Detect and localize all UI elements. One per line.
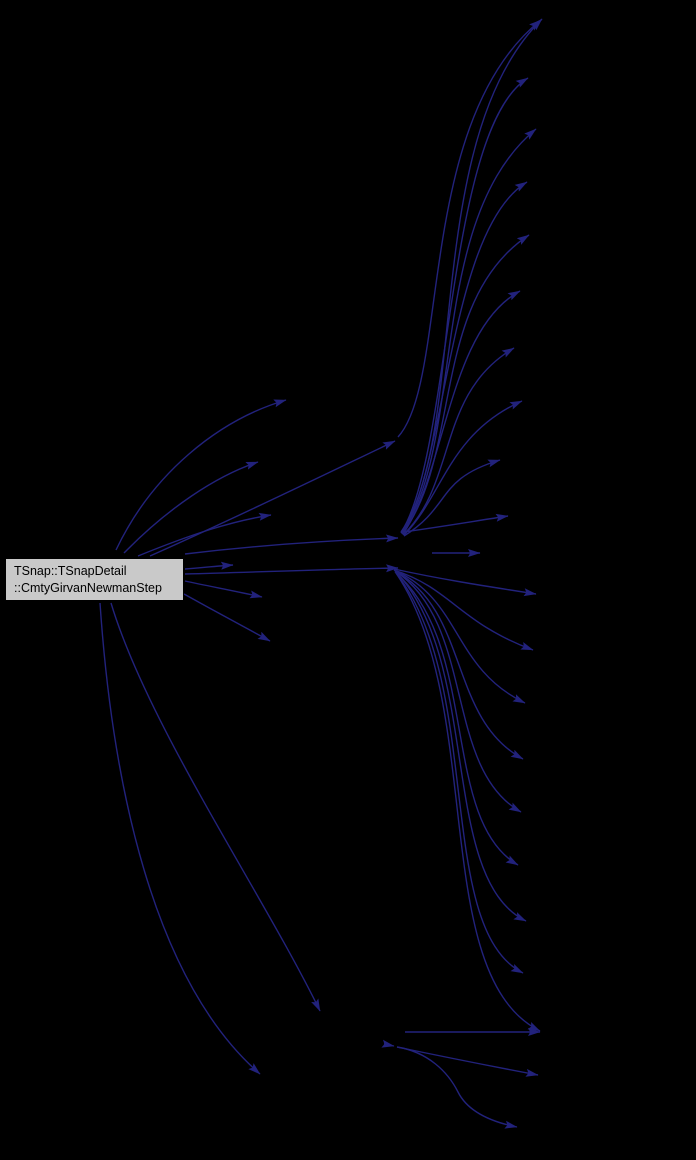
call-edge bbox=[99, 602, 261, 1075]
call-edge bbox=[403, 459, 501, 537]
call-edge bbox=[397, 19, 542, 438]
call-edge bbox=[394, 571, 519, 866]
call-edge bbox=[402, 347, 515, 536]
call-edge bbox=[396, 1046, 518, 1129]
call-edge bbox=[395, 572, 524, 974]
call-edge bbox=[403, 400, 523, 536]
call-edge bbox=[394, 570, 524, 760]
call-edge bbox=[395, 572, 541, 1032]
call-edge bbox=[395, 571, 527, 922]
call-edge bbox=[184, 580, 263, 599]
call-edge bbox=[183, 593, 271, 642]
call-edge bbox=[393, 568, 537, 597]
call-edge bbox=[400, 77, 529, 534]
call-edge bbox=[402, 513, 509, 533]
call-edge bbox=[137, 512, 272, 557]
call-edge bbox=[123, 461, 259, 554]
call-edge bbox=[184, 564, 399, 575]
call-edge bbox=[184, 561, 234, 570]
call-edge bbox=[394, 570, 522, 813]
call-edge bbox=[110, 602, 321, 1012]
call-edge bbox=[393, 569, 526, 704]
call-edge bbox=[393, 569, 534, 651]
call-edge bbox=[401, 181, 528, 535]
call-edge bbox=[396, 1046, 539, 1077]
function-node-cmtygirvannewmanstep[interactable]: TSnap::TSnapDetail ::CmtyGirvanNewmanSte… bbox=[5, 558, 184, 601]
call-edge bbox=[402, 290, 521, 535]
call-edge bbox=[184, 534, 399, 555]
function-node-label-line2: ::CmtyGirvanNewmanStep bbox=[14, 580, 162, 595]
function-node-label-line1: TSnap::TSnapDetail bbox=[14, 563, 127, 578]
call-edge bbox=[400, 18, 543, 533]
call-edge bbox=[115, 399, 287, 551]
call-edge bbox=[381, 1039, 395, 1048]
call-edge bbox=[149, 440, 396, 557]
call-edge bbox=[401, 128, 537, 534]
